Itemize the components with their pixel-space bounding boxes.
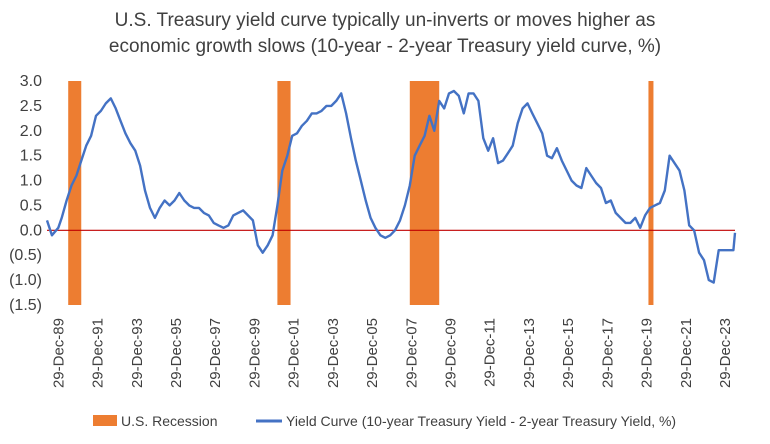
y-tick-label: (1.0) [9,272,42,289]
y-axis-ticks: 3.0 2.5 2.0 1.5 1.0 0.5 0.0 (0.5) (1.0) (1.5) [9,73,42,314]
x-tick-label: 29-Dec-23 [717,318,734,388]
x-tick-label: 29-Dec-21 [678,318,695,388]
x-tick-label: 29-Dec-01 [286,318,303,388]
x-tick-label: 29-Dec-19 [639,318,656,388]
recession-band [648,81,654,305]
y-tick-label: 1.0 [20,173,42,190]
x-axis-ticks: 29-Dec-89 29-Dec-91 29-Dec-93 29-Dec-95 29-D… [50,318,734,388]
x-tick-label: 29-Dec-15 [560,318,577,388]
legend-recession-swatch [93,415,117,426]
recession-band [68,81,82,305]
yield-curve-line [45,89,737,284]
chart-title-line-2: economic growth slows (10-year - 2-year … [108,36,662,57]
recession-bands [68,81,654,305]
x-tick-label: 29-Dec-11 [482,318,499,387]
chart-legend: U.S. Recession Yield Curve (10-year Trea… [93,413,676,429]
y-tick-label: 0.0 [20,222,42,239]
x-tick-label: 29-Dec-09 [443,318,460,388]
series-group [45,89,737,284]
x-tick-label: 29-Dec-05 [364,318,381,388]
y-tick-label: 2.0 [20,123,42,140]
x-tick-label: 29-Dec-91 [90,318,107,388]
y-tick-label: (0.5) [9,247,42,264]
y-tick-label: (1.5) [9,297,42,314]
x-tick-label: 29-Dec-17 [599,318,616,388]
y-tick-label: 3.0 [20,73,42,90]
x-tick-label: 29-Dec-93 [129,318,146,388]
x-tick-label: 29-Dec-07 [403,318,420,388]
x-tick-label: 29-Dec-03 [325,318,342,388]
legend-recession-label: U.S. Recession [121,413,217,429]
recession-band [277,81,291,305]
legend-yield-label: Yield Curve (10-year Treasury Yield - 2-… [286,413,676,429]
chart-title: U.S. Treasury yield curve typically un-i… [0,8,770,60]
x-tick-label: 29-Dec-13 [521,318,538,388]
recession-band [409,81,440,305]
y-tick-label: 0.5 [20,197,42,214]
chart-title-line-1: U.S. Treasury yield curve typically un-i… [114,10,656,31]
x-tick-label: 29-Dec-89 [50,318,67,388]
y-tick-label: 1.5 [20,148,42,165]
x-tick-label: 29-Dec-99 [246,318,263,388]
y-tick-label: 2.5 [20,98,42,115]
x-tick-label: 29-Dec-97 [207,318,224,388]
x-tick-label: 29-Dec-95 [168,318,185,388]
